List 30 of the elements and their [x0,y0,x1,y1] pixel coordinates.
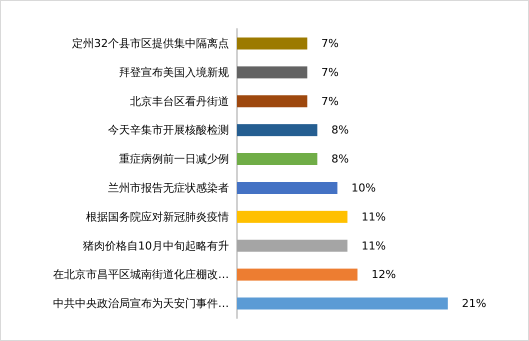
bar [237,182,338,194]
data-label: 8% [331,124,349,137]
bar [237,66,308,78]
bar [237,153,318,166]
data-label: 7% [321,94,339,108]
data-label: 7% [321,66,339,79]
bar [237,95,308,108]
bar [237,124,318,136]
bar [237,240,348,252]
data-label: 8% [331,152,349,166]
y-tick-label: 中共中央政治局宣布为天安门事件… [53,297,229,310]
y-tick-label: 重症病例前一日减少例 [119,152,229,166]
y-tick-label: 猪肉价格自10月中旬起略有升 [83,239,229,252]
bar [237,268,358,281]
data-label: 12% [371,268,396,282]
y-tick-label: 根据国务院应对新冠肺炎疫情 [86,210,229,224]
y-tick-label: 今天辛集市开展核酸检测 [108,124,229,137]
bar [237,210,348,223]
bar [237,37,308,50]
data-label: 11% [361,239,386,252]
y-tick-label: 北京丰台区看丹街道 [130,94,229,108]
data-label: 7% [321,36,339,50]
data-label: 10% [351,181,376,194]
bar [237,298,448,310]
y-tick-label: 兰州市报告无症状感染者 [108,181,229,194]
y-tick-label: 拜登宣布美国入境新规 [119,66,229,79]
y-tick-label: 定州32个县市区提供集中隔离点 [72,36,229,50]
data-label: 11% [361,210,386,224]
y-tick-label: 在北京市昌平区城南街道化庄棚改… [53,268,229,282]
data-label: 21% [462,297,486,310]
